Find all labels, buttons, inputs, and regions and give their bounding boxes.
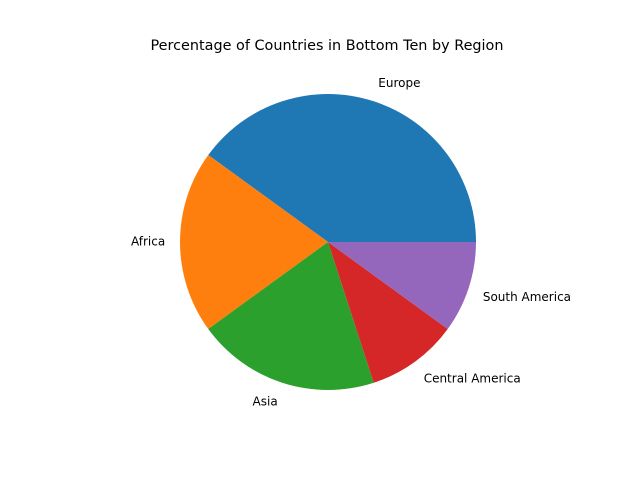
pie-slice-africa: [180, 155, 328, 329]
pie-slices: [180, 94, 476, 391]
slice-label-europe: Europe: [378, 76, 420, 90]
slice-label-south-america: South America: [483, 290, 571, 304]
slice-label-asia: Asia: [253, 395, 278, 409]
pie-labels: Europe Africa Asia Central America South Ame…: [131, 76, 571, 408]
pie-slice-europe: [208, 94, 476, 243]
pie-slice-central-america: [328, 242, 448, 383]
pie-slice-south-america: [328, 242, 476, 329]
pie-slice-asia: [208, 242, 374, 391]
chart-title: Percentage of Countries in Bottom Ten by…: [151, 38, 504, 54]
slice-label-central-america: Central America: [424, 372, 521, 386]
slice-label-africa: Africa: [131, 235, 165, 249]
